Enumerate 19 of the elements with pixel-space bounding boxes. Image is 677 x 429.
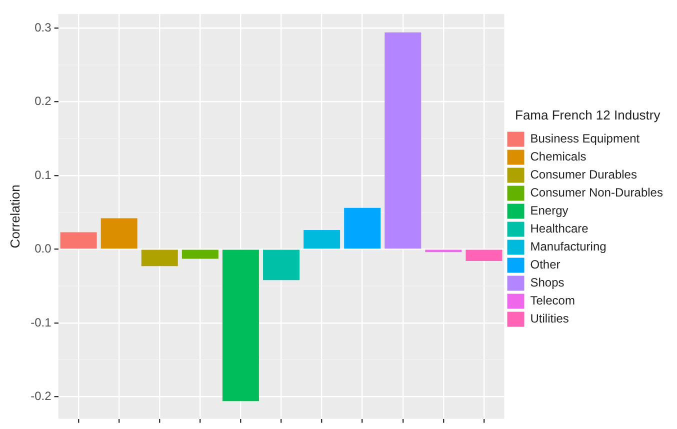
legend-label: Healthcare [530, 222, 589, 236]
y-tick-label: 0.2 [34, 94, 52, 108]
y-tick-label: 0.0 [34, 242, 52, 256]
legend-label: Telecom [530, 294, 575, 308]
legend-label: Energy [530, 204, 568, 218]
y-tick-label: 0.3 [34, 20, 52, 34]
legend-label: Chemicals [530, 150, 586, 164]
y-tick-label: 0.1 [34, 168, 52, 182]
legend-label: Shops [530, 276, 564, 290]
legend-label: Utilities [530, 312, 569, 326]
legend-label: Manufacturing [530, 240, 606, 254]
legend-label: Business Equipment [530, 132, 640, 146]
legend-label: Other [530, 258, 560, 272]
legend-title: Fama French 12 Industry [515, 107, 661, 122]
legend-label: Consumer Non-Durables [530, 186, 663, 200]
y-tick-label: -0.1 [30, 315, 52, 330]
y-axis-title: Correlation [7, 184, 22, 248]
legend-label: Consumer Durables [530, 168, 637, 182]
y-tick-label: -0.2 [30, 388, 52, 403]
